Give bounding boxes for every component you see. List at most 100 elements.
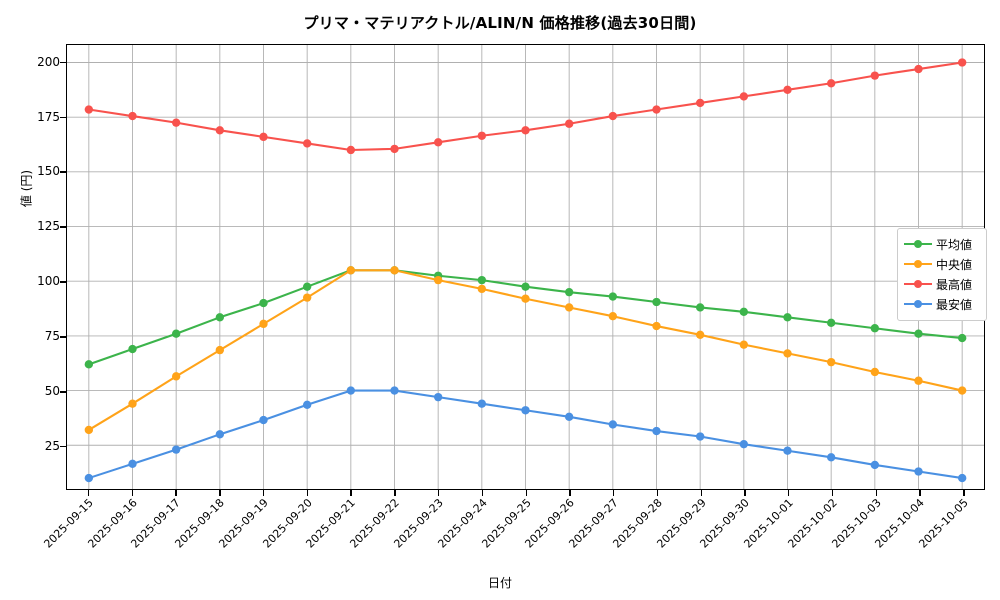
data-point [783, 446, 792, 455]
chart-legend: 平均値中央値最高値最安値 [897, 228, 987, 321]
data-point [564, 412, 574, 422]
data-point [215, 313, 225, 322]
legend-swatch-icon [904, 278, 932, 290]
data-point [652, 297, 661, 307]
data-point [215, 345, 225, 355]
x-tick-mark [744, 490, 746, 496]
data-point [914, 329, 923, 338]
data-point [826, 79, 836, 88]
data-point [695, 303, 705, 312]
data-point [346, 386, 356, 395]
data-point [957, 333, 967, 343]
data-point [608, 292, 618, 301]
legend-item-2[interactable]: 最高値 [904, 274, 980, 294]
data-point [695, 98, 705, 108]
data-point [302, 293, 312, 302]
data-point [390, 144, 399, 154]
x-axis-tick-labels: 2025-09-15 2025-09-16 2025-09-17 2025-09-18… [0, 492, 1000, 574]
data-point [870, 324, 880, 333]
y-tick-label: 25 [44, 439, 60, 454]
data-point [302, 139, 312, 148]
data-point [259, 132, 268, 142]
data-point [870, 71, 880, 80]
y-tick-mark [60, 446, 66, 448]
data-point [171, 118, 181, 127]
y-tick-label: 50 [44, 384, 60, 399]
data-point [783, 85, 792, 95]
legend-item-3[interactable]: 最安値 [904, 294, 980, 314]
data-point [259, 298, 268, 308]
y-tick-label: 75 [44, 329, 60, 344]
data-point [739, 307, 749, 317]
y-tick-mark [60, 226, 66, 228]
data-point [521, 406, 530, 415]
data-point [433, 275, 443, 285]
data-point [608, 111, 618, 121]
data-point [608, 312, 618, 321]
y-tick-mark [60, 61, 66, 63]
x-tick-mark [219, 490, 221, 496]
x-tick-mark [481, 490, 484, 496]
legend-swatch-icon [904, 298, 932, 310]
data-point [521, 294, 530, 303]
series-3 [84, 386, 967, 483]
data-point [128, 399, 137, 408]
data-point [215, 126, 225, 135]
x-tick-mark [700, 490, 702, 496]
data-point [128, 459, 137, 469]
data-point [826, 357, 836, 367]
data-point [477, 399, 487, 408]
x-tick-mark [262, 490, 265, 496]
data-point [259, 319, 268, 329]
x-tick-mark [306, 490, 309, 496]
series-2 [84, 58, 967, 155]
data-point [695, 432, 705, 441]
x-tick-mark [875, 490, 877, 496]
x-tick-mark [525, 490, 527, 496]
data-point [652, 321, 661, 331]
data-point [171, 372, 181, 381]
legend-item-1[interactable]: 中央値 [904, 254, 980, 274]
data-point [477, 131, 487, 140]
y-tick-label: 175 [37, 109, 60, 124]
data-point [84, 473, 94, 483]
data-point [128, 111, 137, 121]
data-point [171, 445, 181, 454]
data-point [128, 344, 137, 354]
data-point [870, 367, 880, 377]
y-tick-label: 200 [37, 54, 60, 69]
legend-label: 中央値 [936, 257, 973, 272]
y-tick-mark [60, 391, 66, 393]
data-point [390, 386, 399, 395]
y-tick-label: 150 [37, 164, 60, 179]
x-tick-mark [613, 490, 615, 496]
y-axis-tick-labels: 25 50 75 100 125 150 175 200 [8, 44, 60, 490]
chart-title: プリマ・マテリアクトル/ALIN/N 価格推移(過去30日間) [303, 14, 697, 32]
data-point [84, 105, 94, 114]
data-point [739, 92, 749, 101]
x-tick-mark [656, 490, 659, 496]
plot-svg [67, 45, 984, 489]
grid-lines [67, 45, 984, 489]
data-point [433, 138, 443, 147]
data-point [914, 467, 923, 476]
data-point [826, 453, 836, 462]
data-point [564, 287, 574, 297]
data-point [957, 58, 967, 67]
x-tick-mark [831, 490, 834, 496]
legend-label: 最高値 [936, 277, 973, 292]
data-point [84, 425, 94, 435]
data-point [477, 284, 487, 294]
x-tick-mark [175, 490, 177, 496]
data-point [608, 420, 618, 429]
data-point [302, 400, 312, 409]
x-tick-mark [788, 490, 790, 496]
x-axis-label: 日付 [487, 576, 512, 590]
x-tick-mark [569, 490, 571, 496]
legend-item-0[interactable]: 平均値 [904, 234, 980, 254]
data-point [783, 349, 792, 358]
data-point [826, 318, 836, 327]
x-tick-mark [131, 490, 134, 496]
y-tick-mark [60, 281, 66, 283]
